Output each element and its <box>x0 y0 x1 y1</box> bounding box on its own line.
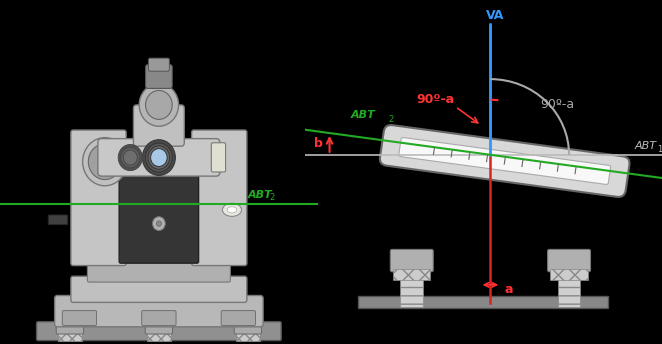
Circle shape <box>156 221 162 226</box>
FancyBboxPatch shape <box>399 138 610 184</box>
FancyBboxPatch shape <box>145 321 173 334</box>
Circle shape <box>151 149 167 166</box>
Circle shape <box>139 84 179 126</box>
FancyBboxPatch shape <box>234 321 261 334</box>
FancyBboxPatch shape <box>98 139 220 176</box>
FancyBboxPatch shape <box>551 269 588 280</box>
FancyBboxPatch shape <box>380 125 630 197</box>
Circle shape <box>146 143 172 172</box>
Text: VA: VA <box>485 9 504 22</box>
FancyBboxPatch shape <box>393 269 430 280</box>
Circle shape <box>142 140 175 175</box>
FancyBboxPatch shape <box>48 215 68 225</box>
Text: ABT: ABT <box>635 141 657 151</box>
FancyBboxPatch shape <box>557 279 581 307</box>
Text: 2: 2 <box>389 115 394 124</box>
FancyBboxPatch shape <box>56 321 83 334</box>
FancyBboxPatch shape <box>146 65 172 88</box>
Text: 90º-a: 90º-a <box>416 93 454 106</box>
FancyBboxPatch shape <box>547 249 591 272</box>
Ellipse shape <box>222 203 242 216</box>
FancyBboxPatch shape <box>191 130 247 266</box>
Circle shape <box>88 144 121 180</box>
FancyBboxPatch shape <box>148 58 169 71</box>
FancyBboxPatch shape <box>119 150 199 263</box>
Circle shape <box>146 90 172 119</box>
Circle shape <box>83 138 127 186</box>
FancyBboxPatch shape <box>236 332 260 341</box>
Text: b: b <box>314 137 323 150</box>
FancyBboxPatch shape <box>391 249 433 272</box>
FancyBboxPatch shape <box>221 311 256 325</box>
FancyBboxPatch shape <box>55 295 263 327</box>
FancyBboxPatch shape <box>358 296 608 308</box>
FancyBboxPatch shape <box>147 332 171 341</box>
FancyBboxPatch shape <box>58 332 82 341</box>
FancyBboxPatch shape <box>134 105 184 146</box>
FancyBboxPatch shape <box>71 276 247 302</box>
Circle shape <box>152 217 166 230</box>
Text: a: a <box>504 283 513 297</box>
FancyBboxPatch shape <box>87 260 230 282</box>
FancyBboxPatch shape <box>62 311 97 325</box>
Text: ABT: ABT <box>351 110 376 120</box>
Circle shape <box>123 150 137 165</box>
Circle shape <box>118 144 142 171</box>
Text: 2: 2 <box>269 193 274 202</box>
FancyBboxPatch shape <box>142 311 176 325</box>
Ellipse shape <box>227 207 237 213</box>
FancyBboxPatch shape <box>211 143 226 172</box>
FancyBboxPatch shape <box>71 130 126 266</box>
Text: 1: 1 <box>657 145 662 154</box>
Text: ABT: ABT <box>248 190 273 200</box>
Circle shape <box>148 146 169 169</box>
Circle shape <box>120 147 140 168</box>
Text: 90º-a: 90º-a <box>540 98 575 111</box>
FancyBboxPatch shape <box>401 279 423 307</box>
FancyBboxPatch shape <box>36 322 281 341</box>
